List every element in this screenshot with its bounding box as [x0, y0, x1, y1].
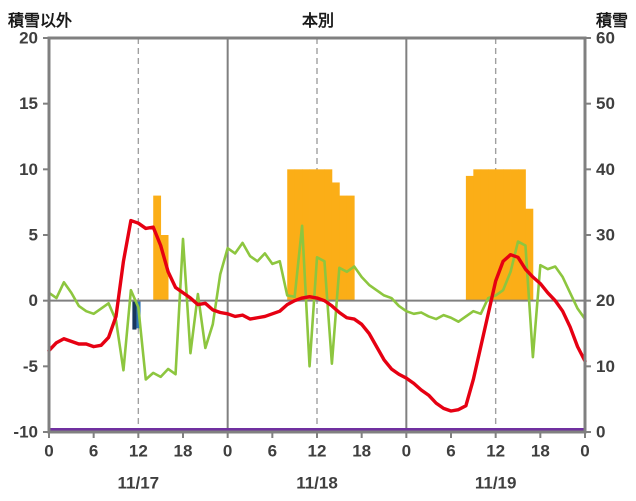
sunshine-bar: [480, 169, 489, 301]
wind-line: [47, 224, 587, 381]
sunshine-bar: [473, 169, 482, 301]
right-axis-tick-label: 0: [596, 423, 605, 442]
left-axis-tick-label: 10: [19, 160, 38, 179]
right-axis-tick-label: 40: [596, 160, 615, 179]
sunshine-bar: [153, 195, 162, 301]
right-axis-tick-label: 20: [596, 291, 615, 310]
left-axis-tick-label: 5: [29, 226, 38, 245]
sunshine-bar: [525, 208, 534, 301]
x-axis-tick-label: 0: [44, 442, 53, 461]
sunshine-bar: [488, 169, 497, 301]
right-axis-tick-label: 10: [596, 357, 615, 376]
sunshine-bar: [294, 169, 303, 301]
sunshine-bar: [309, 169, 318, 301]
x-axis-tick-label: 6: [268, 442, 277, 461]
sunshine-bar: [317, 169, 325, 301]
sunshine-bar: [510, 169, 519, 301]
date-label: 11/18: [296, 474, 338, 493]
left-axis-tick-label: -10: [13, 423, 38, 442]
temperature-line: [47, 218, 587, 413]
sunshine-bar: [287, 169, 296, 301]
sunshine-bar: [331, 182, 340, 301]
x-axis-tick-label: 18: [174, 442, 193, 461]
right-axis-tick-label: 30: [596, 226, 615, 245]
sunshine-bar: [465, 175, 474, 301]
left-axis-tick-label: 15: [19, 94, 38, 113]
x-axis-tick-label: 6: [89, 442, 98, 461]
x-axis-tick-label: 6: [446, 442, 455, 461]
date-label: 11/17: [118, 474, 160, 493]
date-label: 11/19: [475, 474, 517, 493]
left-axis-title: 積雪以外: [8, 13, 73, 30]
precipitation-bar: [132, 300, 137, 330]
x-axis-tick-label: 18: [531, 442, 550, 461]
sunshine-bar: [495, 169, 504, 301]
x-axis-tick-label: 0: [402, 442, 411, 461]
right-axis-tick-label: 50: [596, 94, 615, 113]
sunshine-bar: [324, 169, 333, 301]
sunshine-bar: [346, 195, 355, 301]
x-axis-tick-label: 18: [352, 442, 371, 461]
x-axis-tick-label: 0: [580, 442, 589, 461]
sunshine-bar: [518, 169, 526, 301]
x-axis-tick-label: 12: [486, 442, 505, 461]
x-axis-tick-label: 12: [129, 442, 148, 461]
sunshine-bar: [160, 235, 169, 301]
sunshine-bar: [302, 169, 310, 301]
left-axis-tick-label: 0: [29, 291, 38, 310]
left-axis-tick-label: 20: [19, 29, 38, 48]
left-axis-tick-label: -5: [23, 357, 38, 376]
sunshine-bar: [339, 195, 348, 301]
sunshine-bar: [503, 169, 511, 301]
x-axis-tick-label: 0: [223, 442, 232, 461]
right-axis-tick-label: 60: [596, 29, 615, 48]
right-axis-title: 積雪: [595, 13, 628, 30]
chart-title: 本別: [301, 13, 335, 30]
x-axis-tick-label: 12: [308, 442, 327, 461]
